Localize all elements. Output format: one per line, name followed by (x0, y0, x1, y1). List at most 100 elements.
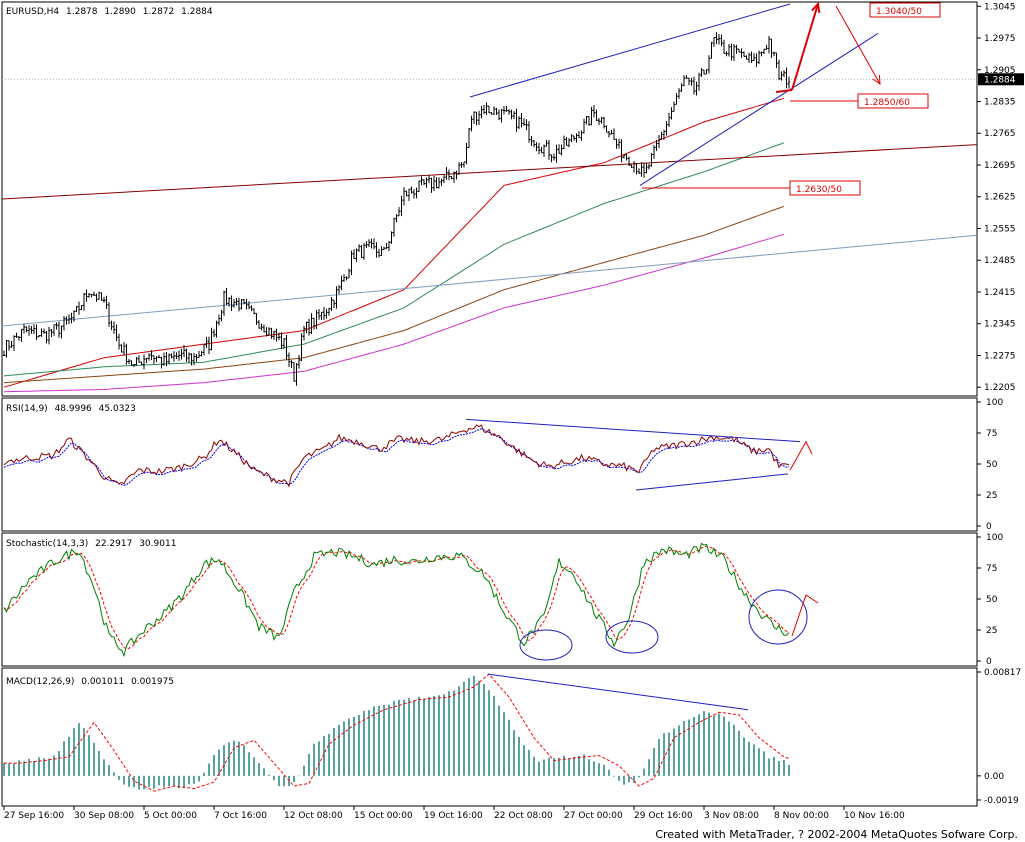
rsi-axis: 100 75 50 25 0 (977, 398, 1003, 532)
stochastic-axis: 100 75 50 25 0 (977, 533, 1003, 667)
macd-pane-frame (1, 667, 978, 807)
stochastic-pane-frame (1, 532, 978, 667)
stochastic-y-tick-label: 0 (986, 657, 992, 667)
time-axis-label: 15 Oct 00:00 (354, 811, 413, 821)
rsi-pane-frame (1, 397, 978, 532)
macd-header-name: MACD(12,26,9) (6, 677, 74, 687)
stochastic-header-v1: 22.2917 (95, 539, 132, 549)
macd-signal-line (4, 673, 790, 792)
macd-header: MACD(12,26,9) 0.001011 0.001975 (6, 677, 174, 687)
stochastic-highlight-ellipse (748, 589, 808, 645)
main-y-tick-label: 1.2695 (984, 161, 1016, 171)
price-level-label: 1.3040/50 (876, 7, 922, 17)
rsi-y-tick-label: 0 (986, 522, 992, 532)
main-pane-frame (1, 1, 978, 397)
stochastic-highlight-ellipse (519, 629, 573, 661)
stochastic-highlight-ellipse (605, 620, 659, 654)
main-header: EURUSD,H4 1.2878 1.2890 1.2872 1.2884 (6, 7, 213, 17)
footer-credit: Created with MetaTrader, ? 2002-2004 Met… (655, 828, 1018, 841)
main-y-tick-label: 1.2625 (984, 193, 1016, 203)
rsi-y-tick-label: 50 (986, 460, 998, 470)
rsi-header-v1: 48.9996 (55, 404, 92, 414)
stochastic-y-tick-label: 75 (986, 564, 997, 574)
main-y-tick-label: 1.2345 (984, 320, 1016, 330)
macd-header-v1: 0.001011 (81, 677, 124, 687)
moving-average-1 (3, 97, 785, 388)
trendlines (1, 3, 978, 327)
time-axis-label: 3 Nov 08:00 (704, 811, 759, 821)
moving-average-2 (3, 142, 785, 377)
time-axis-label: 19 Oct 16:00 (424, 811, 483, 821)
main-y-tick-label: 1.2555 (984, 224, 1016, 234)
bullish-projection-arrow (791, 3, 819, 91)
main-price-axis: 1.3045 1.2975 1.2905 1.2835 1.2765 1.2695 1.26… (2, 2, 1024, 393)
rsi-y-tick-label: 100 (986, 398, 1003, 408)
main-y-tick-label: 1.2415 (984, 288, 1016, 298)
moving-average-4 (3, 233, 785, 393)
main-y-tick-label: 1.2485 (984, 256, 1016, 266)
stochastic-signal-line (3, 545, 790, 650)
macd-y-tick-label: 0.00817 (984, 668, 1021, 678)
macd-axis: 0.00817 0.00 -0.0019 (977, 668, 1021, 806)
stochastic-y-tick-label: 50 (986, 595, 998, 605)
main-header-close: 1.2884 (181, 7, 213, 17)
bullish-projection-arrow-head (811, 1, 821, 14)
main-y-tick-label: 1.2205 (984, 383, 1016, 393)
macd-y-tick-label: -0.0019 (984, 796, 1019, 806)
channel-top-trendline (469, 3, 791, 98)
time-axis-label: 12 Oct 08:00 (284, 811, 343, 821)
time-axis-label: 8 Nov 00:00 (774, 811, 829, 821)
current-price-label: 1.2884 (984, 75, 1016, 85)
rsi-signal-line (3, 428, 790, 486)
time-axis: 27 Sep 16:00 30 Sep 08:00 5 Oct 00:00 7 Oct… (3, 806, 905, 821)
rsi-header-v2: 45.0323 (99, 404, 136, 414)
main-y-tick-label: 1.2765 (984, 129, 1016, 139)
price-level-box (789, 180, 861, 196)
main-y-tick-label: 1.2975 (984, 34, 1016, 44)
time-axis-label: 5 Oct 00:00 (144, 811, 197, 821)
main-header-low: 1.2872 (143, 7, 175, 17)
main-y-tick-label: 1.3045 (984, 2, 1016, 12)
rsi-header-name: RSI(14,9) (6, 404, 48, 414)
stochastic-y-tick-label: 100 (986, 533, 1003, 543)
long-support-trendline (1, 144, 978, 200)
time-axis-label: 10 Nov 16:00 (844, 811, 905, 821)
current-price-badge (978, 73, 1024, 86)
stochastic-header-v2: 30.9011 (139, 539, 176, 549)
price-level-box (869, 2, 941, 18)
price-bars (2, 32, 791, 386)
stochastic-header: Stochastic(14,3,3) 22.2917 30.9011 (6, 539, 176, 549)
price-level-label: 1.2850/60 (864, 98, 910, 108)
time-axis-label: 29 Oct 16:00 (634, 811, 693, 821)
pullback-projection-arrow-head (872, 74, 881, 86)
pullback-projection-arrow (835, 5, 881, 85)
price-level-label: 1.2630/50 (796, 185, 842, 195)
price-level-box (857, 93, 929, 109)
stochastic-main-line (3, 542, 790, 658)
stochastic-lines (3, 542, 819, 661)
main-header-high: 1.2890 (104, 7, 136, 17)
projection-base (775, 89, 793, 93)
time-axis-label: 22 Oct 08:00 (494, 811, 553, 821)
time-axis-label: 30 Sep 08:00 (74, 811, 134, 821)
main-y-tick-label: 1.2905 (984, 66, 1016, 76)
macd-divergence-trendline (487, 673, 749, 711)
price-levels: 1.3040/50 1.2850/60 1.2630/50 (642, 1, 941, 196)
stochastic-y-tick-label: 25 (986, 626, 997, 636)
main-y-tick-label: 1.2275 (984, 351, 1016, 361)
time-axis-label: 27 Oct 00:00 (564, 811, 623, 821)
rsi-resistance-trendline (465, 418, 801, 443)
stochastic-projection-arrow (791, 594, 819, 637)
time-axis-label: 27 Sep 16:00 (4, 811, 64, 821)
rsi-line (3, 424, 790, 488)
macd-header-v2: 0.001975 (131, 677, 174, 687)
time-axis-label: 7 Oct 16:00 (214, 811, 267, 821)
rsi-y-tick-label: 75 (986, 429, 997, 439)
main-y-tick-label: 1.2835 (984, 98, 1016, 108)
main-header-symbol: EURUSD,H4 (6, 7, 59, 17)
rsi-lines (3, 418, 813, 491)
stochastic-header-name: Stochastic(14,3,3) (6, 539, 88, 549)
lower-trendline (1, 234, 978, 327)
rsi-projection-arrow (789, 440, 813, 471)
